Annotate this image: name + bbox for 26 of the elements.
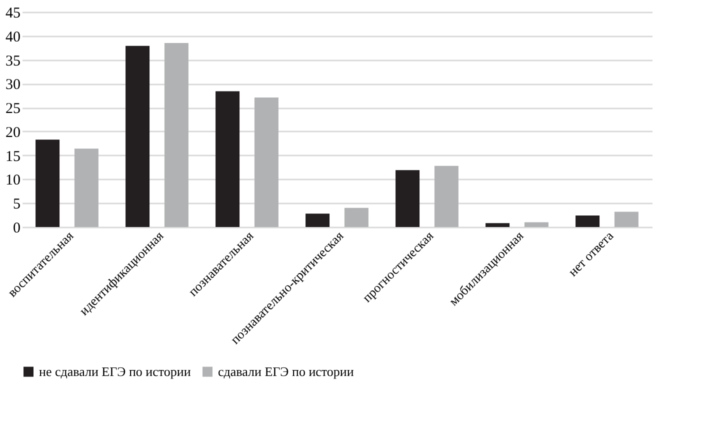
bar: [344, 208, 368, 227]
bar: [36, 140, 60, 227]
y-tick-label: 25: [6, 101, 20, 118]
y-tick-label: 0: [13, 220, 20, 236]
bar: [254, 98, 278, 227]
y-tick-label: 20: [6, 124, 20, 141]
bar: [74, 148, 98, 227]
bar: [434, 166, 458, 227]
bar: [486, 223, 510, 227]
bar: [164, 43, 188, 227]
bar: [614, 212, 638, 227]
bar: [524, 222, 548, 227]
y-tick-label: 10: [6, 172, 20, 189]
bar: [126, 46, 150, 227]
bar: [216, 91, 240, 227]
legend-label: сдавали ЕГЭ по истории: [218, 364, 354, 379]
y-tick-label: 40: [6, 29, 20, 46]
y-tick-label: 5: [13, 196, 20, 213]
bar: [306, 214, 330, 227]
y-tick-label: 45: [6, 6, 20, 22]
y-tick-label: 35: [6, 53, 20, 70]
bar: [396, 170, 420, 227]
y-tick-label: 15: [6, 148, 20, 165]
y-tick-label: 30: [6, 77, 20, 94]
legend-label: не сдавали ЕГЭ по истории: [39, 364, 191, 379]
bar: [576, 216, 600, 227]
